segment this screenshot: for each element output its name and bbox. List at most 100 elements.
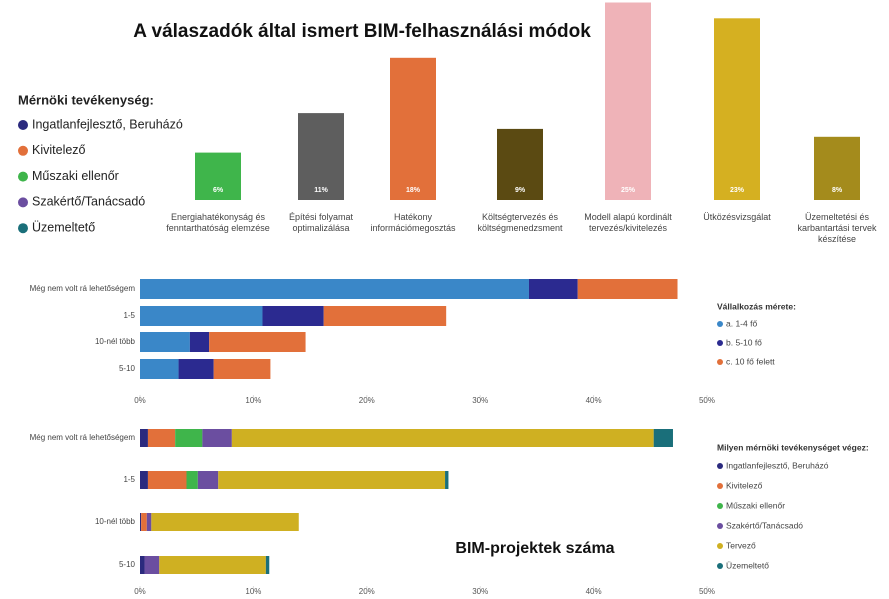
value-label: 6% xyxy=(213,187,224,194)
legend-marker xyxy=(18,223,28,234)
x-tick-label: Energiahatékonyság és fenntarthatóság el… xyxy=(166,212,270,233)
bar xyxy=(195,152,241,200)
y-tick-label: 10-nél több xyxy=(95,337,136,346)
bar-segment xyxy=(159,556,266,574)
x-tick-label: 30% xyxy=(472,396,488,405)
bar-segment xyxy=(140,332,190,352)
bar-segment xyxy=(231,429,654,447)
bar-segment xyxy=(140,556,145,574)
y-tick-label: 10-nél több xyxy=(95,517,136,526)
bar-segment xyxy=(140,359,179,379)
bar-segment xyxy=(146,513,152,531)
legend-label: Szakértő/Tanácsadó xyxy=(726,520,803,530)
legend-label: Szakértő/Tanácsadó xyxy=(32,195,145,209)
legend-title: Mérnöki tevékenység: xyxy=(18,92,154,107)
bar-segment xyxy=(213,359,271,379)
bar xyxy=(390,57,436,200)
legend-label: Ingatlanfejlesztő, Beruházó xyxy=(726,460,829,470)
bar-segment xyxy=(186,471,198,489)
x-tick-label: Ütközésvizsgálat xyxy=(703,212,771,222)
y-tick-label: 1-5 xyxy=(123,475,135,484)
value-label: 8% xyxy=(832,187,843,194)
bar-segment xyxy=(147,429,176,447)
legend-marker xyxy=(717,463,723,469)
x-tick-label: Költségtervezés és költségmenedzsment xyxy=(477,212,563,233)
legend-label: Üzemeltető xyxy=(32,220,95,234)
bar-segment xyxy=(197,471,219,489)
bar-segment xyxy=(323,306,447,326)
y-tick-label: 5-10 xyxy=(119,560,136,569)
legend-marker xyxy=(717,543,723,549)
bar-segment xyxy=(445,471,449,489)
x-tick-label: 10% xyxy=(245,396,261,405)
legend-label: c. 10 fő felett xyxy=(726,356,775,366)
x-tick-label: 50% xyxy=(699,587,715,596)
bar-segment xyxy=(218,471,446,489)
bar-segment xyxy=(577,279,678,299)
value-label: 25% xyxy=(621,187,636,194)
legend-marker xyxy=(717,503,723,509)
bar-segment xyxy=(209,332,306,352)
legend-marker xyxy=(717,340,723,346)
bar-segment xyxy=(151,513,299,531)
bar-segment xyxy=(144,556,160,574)
value-label: 9% xyxy=(515,187,526,194)
legend-title: Vállalkozás mérete: xyxy=(717,301,796,311)
bar-segment xyxy=(189,332,210,352)
bar-segment xyxy=(140,429,148,447)
y-tick-label: Még nem volt rá lehetőségem xyxy=(30,433,136,442)
bar-segment xyxy=(178,359,214,379)
bar xyxy=(714,18,760,200)
legend-title: Milyen mérnöki tevékenységet végez: xyxy=(717,442,869,452)
legend-marker xyxy=(717,523,723,529)
x-tick-label: Hatékony információmegosztás xyxy=(370,212,456,233)
chart-title: A válaszadók által ismert BIM-felhasznál… xyxy=(133,21,591,42)
legend-marker xyxy=(18,197,28,208)
bar xyxy=(605,2,651,200)
legend-marker xyxy=(717,483,723,489)
bar-segment xyxy=(653,429,673,447)
legend-label: Műszaki ellenőr xyxy=(726,500,785,510)
value-label: 11% xyxy=(314,187,328,194)
x-tick-label: 40% xyxy=(586,587,602,596)
legend-label: Kivitelező xyxy=(726,480,763,490)
bar-segment xyxy=(141,513,147,531)
legend-marker xyxy=(18,171,28,182)
x-tick-label: 10% xyxy=(245,587,261,596)
x-tick-label: 0% xyxy=(134,396,146,405)
legend-label: b. 5-10 fő xyxy=(726,337,762,347)
bar-segment xyxy=(175,429,203,447)
bar-segment xyxy=(262,306,324,326)
y-tick-label: 1-5 xyxy=(123,311,135,320)
legend-marker xyxy=(717,359,723,365)
bar-segment xyxy=(265,556,270,574)
x-tick-label: Modell alapú kordinált tervezés/kivitele… xyxy=(584,212,672,233)
x-tick-label: 0% xyxy=(134,587,146,596)
y-tick-label: 5-10 xyxy=(119,364,136,373)
annotation: BIM-projektek száma xyxy=(455,540,614,557)
bar-segment xyxy=(528,279,578,299)
bar-segment xyxy=(202,429,232,447)
x-tick-label: 20% xyxy=(359,396,375,405)
legend-label: Kivitelező xyxy=(32,143,86,157)
y-tick-label: Még nem volt rá lehetőségem xyxy=(30,284,136,293)
legend-label: Műszaki ellenőr xyxy=(32,169,119,183)
legend-label: a. 1-4 fő xyxy=(726,318,757,328)
x-tick-label: 50% xyxy=(699,396,715,405)
value-label: 23% xyxy=(730,187,745,194)
legend-marker xyxy=(18,120,28,130)
x-tick-label: Építési folyamat optimalizálása xyxy=(288,212,354,233)
bar-segment xyxy=(140,471,148,489)
x-tick-label: 30% xyxy=(472,587,488,596)
legend-label: Üzemeltető xyxy=(726,560,769,570)
legend-label: Tervező xyxy=(726,540,756,550)
bar-segment xyxy=(147,471,187,489)
bar xyxy=(814,136,860,200)
x-tick-label: Üzemeltetési és karbantartási tervek kés… xyxy=(797,212,877,244)
legend-marker xyxy=(18,145,28,156)
bar-segment xyxy=(140,279,529,299)
bar xyxy=(298,113,344,200)
legend-marker xyxy=(717,563,723,569)
legend-marker xyxy=(717,321,723,327)
